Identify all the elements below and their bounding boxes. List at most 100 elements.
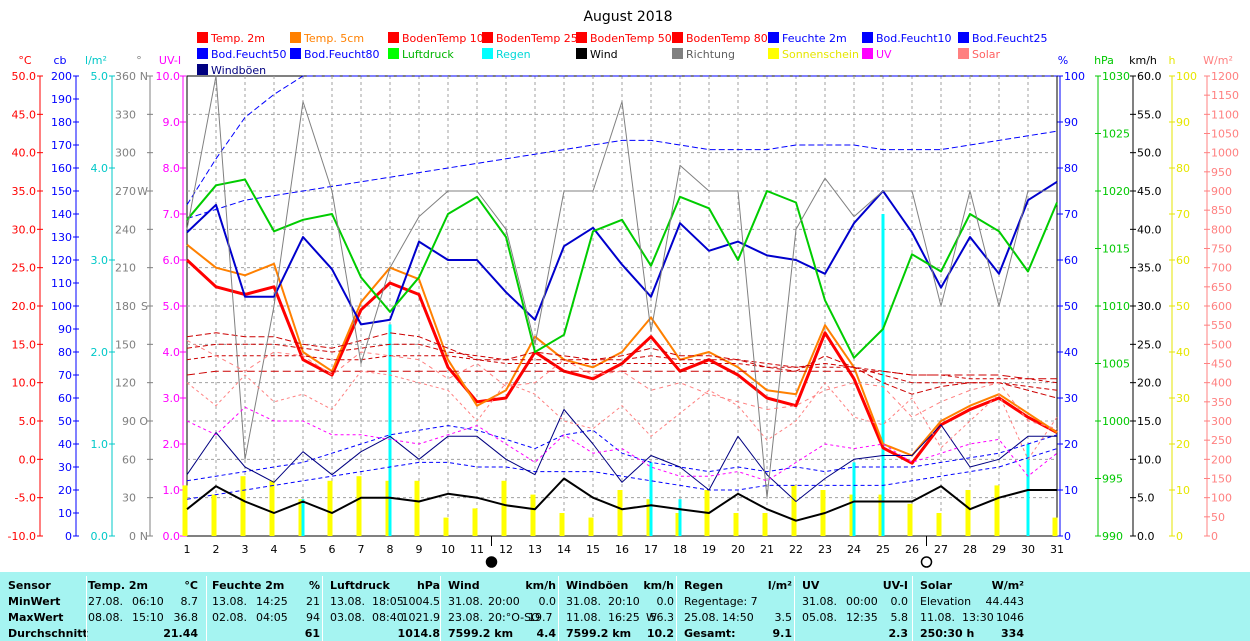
stats-uv-cell: 12:35 bbox=[846, 611, 878, 624]
stats-luftdruck-row: 1014.8 bbox=[324, 626, 442, 641]
temp-tick-label: 5.0 bbox=[19, 415, 37, 428]
sonnenschein-bar bbox=[559, 513, 565, 536]
stats-wind-cell: 20:00 bbox=[488, 595, 520, 608]
stats-uv-cell: 00:00 bbox=[846, 595, 878, 608]
x-tick-label: 26 bbox=[905, 543, 919, 556]
cb-tick-label: 180 bbox=[51, 116, 72, 129]
solar-line bbox=[186, 370, 1058, 460]
sonnenschein-bar bbox=[646, 499, 652, 536]
legend-label: Regen bbox=[496, 48, 531, 61]
temp-tick-label: 0.0 bbox=[19, 453, 37, 466]
x-tick-label: 22 bbox=[789, 543, 803, 556]
legend-label: Solar bbox=[972, 48, 1001, 61]
stats-solar-row: 11.08. 13:30 1046 bbox=[914, 610, 1032, 625]
stats-luftdruck-header: Luftdruck hPa bbox=[324, 578, 442, 593]
stats-feuchte-row: 13.08. 14:25 21 bbox=[208, 594, 324, 609]
solar-tick-label: 300 bbox=[1211, 415, 1232, 428]
stats-feuchte: Feuchte 2m% 13.08. 14:25 21 02.08. 04:05 94 61 bbox=[208, 572, 324, 641]
stats-boeen-title: Windböen bbox=[566, 579, 629, 592]
stats-regen-cell: 14:50 bbox=[722, 611, 754, 624]
legend-swatch bbox=[290, 32, 301, 43]
wind-tick-label: 40.0 bbox=[1137, 223, 1162, 236]
stats-boeen-row: 31.08. 20:10 0.0 bbox=[560, 594, 678, 609]
x-tick-label: 30 bbox=[1021, 543, 1035, 556]
stats-uv-header: UV UV-I bbox=[796, 578, 914, 593]
stats-luftdruck-row: 13.08. 18:05 1004.5 bbox=[324, 594, 442, 609]
stats-solar-header: Solar W/m² bbox=[914, 578, 1032, 593]
sonnenschein-bar bbox=[501, 480, 507, 536]
temp-tick-label: 10.0 bbox=[12, 377, 37, 390]
sun-tick-label: 60 bbox=[1176, 254, 1190, 267]
stats-feuchte-cell: 21 bbox=[306, 595, 320, 608]
direction-compass-label: W bbox=[137, 185, 148, 198]
axes: 1 2 3 4 5 6 7 8 9 10 11 12 13 14 15 16 17 18 19 20 21 22 23 24 2… bbox=[8, 54, 1239, 568]
sonnenschein-bar bbox=[617, 490, 623, 536]
solar-tick-label: 150 bbox=[1211, 473, 1232, 486]
x-tick-label: 17 bbox=[644, 543, 658, 556]
stats-solar-cell: 1046 bbox=[996, 611, 1024, 624]
legend-swatch bbox=[290, 48, 301, 59]
cb-tick-label: 190 bbox=[51, 93, 72, 106]
solar-tick-label: 750 bbox=[1211, 243, 1232, 256]
rain-tick-label: 3.0 bbox=[91, 254, 109, 267]
stats-boeen-cell: 31.08. bbox=[566, 595, 601, 608]
x-tick-label: 7 bbox=[358, 543, 365, 556]
stats-regen-cell: Gesamt: bbox=[684, 627, 736, 640]
stats-wind: Wind km/h 31.08. 20:00 0.0 23.08. 20:°O-SO 19.7… bbox=[442, 572, 560, 641]
rain-tick-label: 5.0 bbox=[91, 70, 109, 83]
sonnenschein-bar bbox=[414, 480, 420, 536]
stats-feuchte-unit: % bbox=[308, 579, 320, 592]
stats-boeen-cell: 10.2 bbox=[646, 627, 674, 640]
x-tick-label: 13 bbox=[528, 543, 542, 556]
cb-unit-label: cb bbox=[53, 54, 66, 67]
stats-wind-cell: 0.0 bbox=[538, 595, 557, 608]
legend-swatch bbox=[672, 48, 683, 59]
wind-tick-label: 5.0 bbox=[1137, 492, 1155, 505]
cb-tick-label: 160 bbox=[51, 162, 72, 175]
legend-swatch bbox=[388, 48, 399, 59]
sonnenschein-bar bbox=[443, 517, 449, 536]
legend-label: Bod.Feucht25 bbox=[972, 32, 1048, 45]
temp-tick-label: 25.0 bbox=[12, 262, 37, 275]
wind-tick-label: 0.0 bbox=[1137, 530, 1155, 543]
legend-swatch bbox=[197, 48, 208, 59]
stats-luftdruck-cell: 18:05 bbox=[372, 595, 404, 608]
boden25-line bbox=[186, 343, 1058, 391]
chart-title: August 2018 bbox=[583, 9, 672, 25]
stats-solar-cell: Elevation bbox=[920, 595, 972, 608]
stats-regen-cell: 3.5 bbox=[774, 611, 793, 624]
stats-regen-title: Regen bbox=[684, 579, 724, 592]
stats-luftdruck-cell: 1004.5 bbox=[401, 595, 441, 608]
wind-unit-label: km/h bbox=[1129, 54, 1157, 67]
pressure-tick-label: 1005 bbox=[1102, 358, 1130, 371]
legend-label: Richtung bbox=[686, 48, 735, 61]
temp-unit-label: °C bbox=[18, 54, 32, 67]
stats-solar-cell: 44.443 bbox=[985, 595, 1025, 608]
solar-tick-label: 450 bbox=[1211, 358, 1232, 371]
stats-boeen-cell: 7599.2 km bbox=[566, 627, 632, 640]
stats-regen-row: 25.08. 14:50 3.5 bbox=[678, 610, 796, 625]
temp-tick-label: 50.0 bbox=[12, 70, 37, 83]
rain-tick-label: 4.0 bbox=[91, 162, 109, 175]
stats-temp: Temp. 2m °C 27.08. 06:10 8.7 08.08. 15:10 36.8 2… bbox=[88, 572, 208, 641]
pressure-tick-label: 1025 bbox=[1102, 128, 1130, 141]
solar-tick-label: 600 bbox=[1211, 300, 1232, 313]
stats-temp-unit: °C bbox=[184, 579, 198, 592]
sonnenschein-bar bbox=[907, 503, 913, 536]
feuchte2m-line bbox=[186, 180, 1058, 326]
legend-label: Bod.Feucht10 bbox=[876, 32, 952, 45]
rain-unit-label: l/m² bbox=[85, 54, 107, 67]
legend-swatch bbox=[576, 48, 587, 59]
sun-tick-label: 30 bbox=[1176, 392, 1190, 405]
cb-tick-label: 90 bbox=[58, 323, 72, 336]
solar-tick-label: 950 bbox=[1211, 166, 1232, 179]
x-tick-label: 28 bbox=[963, 543, 977, 556]
bodfeucht50-line bbox=[186, 425, 1058, 482]
cb-tick-label: 50 bbox=[58, 415, 72, 428]
legend: Temp. 2m Temp. 5cm BodenTemp 10 BodenTemp 2… bbox=[197, 32, 1048, 77]
stats-luftdruck-cell: 08:40 bbox=[372, 611, 404, 624]
temp-tick-label: 20.0 bbox=[12, 300, 37, 313]
legend-label: UV bbox=[876, 48, 892, 61]
direction-compass-label: S bbox=[141, 300, 148, 313]
stats-luftdruck-unit: hPa bbox=[416, 579, 440, 592]
